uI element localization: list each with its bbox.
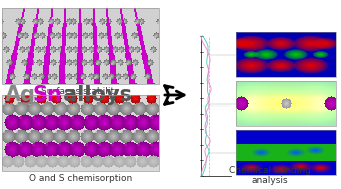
Bar: [193, 29, 339, 184]
Bar: [236, 130, 336, 175]
Text: alloys: alloys: [56, 85, 132, 105]
Text: O and S chemisorption: O and S chemisorption: [29, 174, 132, 183]
Text: Chemical bonding
analysis: Chemical bonding analysis: [229, 166, 311, 185]
Text: Sn: Sn: [32, 85, 62, 105]
Text: Surfaces stability: Surfaces stability: [41, 87, 120, 96]
Bar: [236, 32, 336, 77]
Bar: [2, 8, 159, 84]
Text: Ag: Ag: [5, 85, 36, 105]
Bar: [236, 81, 336, 126]
Bar: [2, 95, 159, 171]
